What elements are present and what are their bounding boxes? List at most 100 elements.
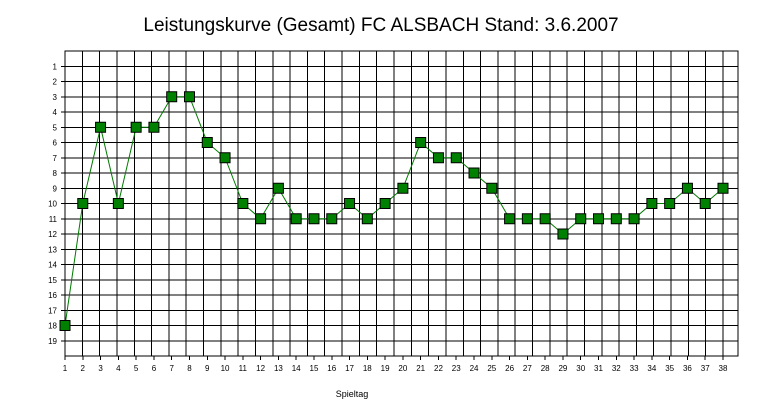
grid-layer	[64, 50, 739, 357]
x-tick-label: 30	[576, 364, 585, 373]
data-point-marker	[237, 198, 249, 209]
x-tick-label: 31	[594, 364, 603, 373]
x-tick-label: 18	[363, 364, 372, 373]
x-tick-label: 35	[665, 364, 674, 373]
y-tick-label: 8	[53, 169, 58, 178]
data-point-marker	[166, 91, 178, 103]
x-tick-label: 37	[701, 364, 710, 373]
data-point-marker	[450, 152, 462, 164]
x-tick-label: 1	[63, 364, 68, 373]
data-point-marker	[112, 198, 124, 209]
data-point-marker	[130, 121, 142, 133]
y-tick-label: 2	[53, 78, 58, 87]
x-tick-label: 28	[541, 364, 550, 373]
x-tick-label: 4	[116, 364, 121, 373]
data-point-marker	[593, 213, 605, 225]
data-point-marker	[219, 152, 231, 164]
x-tick-label: 32	[612, 364, 621, 373]
data-point-marker	[557, 228, 569, 240]
data-point-marker	[468, 167, 480, 179]
y-tick-label: 13	[48, 245, 57, 254]
data-point-marker	[183, 91, 195, 103]
x-tick-label: 11	[239, 364, 248, 373]
data-point-marker	[77, 198, 89, 209]
y-tick-label: 6	[53, 139, 58, 148]
y-tick-label: 17	[48, 306, 57, 315]
y-tick-label: 3	[53, 93, 58, 102]
data-point-marker	[628, 213, 640, 225]
x-tick-label: 2	[81, 364, 86, 373]
x-tick-label: 22	[434, 364, 443, 373]
data-point-marker	[610, 213, 622, 225]
y-tick-label: 12	[48, 230, 57, 239]
data-point-marker	[681, 182, 693, 194]
x-tick-label: 38	[719, 364, 728, 373]
y-tick-label: 9	[53, 184, 58, 193]
x-tick-label: 27	[523, 364, 532, 373]
chart-title: Leistungskurve (Gesamt) FC ALSBACH Stand…	[143, 15, 618, 36]
y-tick-label: 15	[48, 276, 57, 285]
y-tick-label: 11	[49, 215, 58, 224]
data-point-marker	[308, 213, 320, 225]
x-tick-label: 9	[205, 364, 210, 373]
data-point-marker	[290, 213, 302, 225]
y-tick-label: 14	[48, 261, 57, 270]
x-tick-label: 21	[416, 364, 425, 373]
y-tick-label: 10	[48, 200, 57, 209]
data-point-marker	[272, 182, 284, 194]
x-tick-label: 6	[152, 364, 157, 373]
x-tick-label: 7	[169, 364, 174, 373]
x-tick-label: 15	[310, 364, 319, 373]
y-tick-label: 16	[48, 291, 57, 300]
data-point-marker	[646, 198, 658, 209]
x-tick-label: 33	[630, 364, 639, 373]
y-tick-label: 4	[53, 108, 58, 117]
y-tick-label: 7	[53, 154, 58, 163]
x-tick-label: 16	[327, 364, 336, 373]
data-point-marker	[432, 152, 444, 164]
data-point-marker	[575, 213, 587, 225]
x-tick-label: 20	[398, 364, 407, 373]
data-point-marker	[699, 198, 711, 209]
data-point-marker	[664, 198, 676, 209]
series-layer	[59, 91, 729, 331]
data-point-marker	[486, 182, 498, 194]
data-point-marker	[717, 182, 729, 194]
data-point-marker	[59, 320, 71, 331]
data-point-marker	[415, 137, 427, 148]
x-axis-title: Spieltag	[336, 389, 369, 399]
x-tick-label: 3	[98, 364, 103, 373]
x-tick-label: 10	[221, 364, 230, 373]
y-tick-label: 19	[48, 337, 57, 346]
y-tick-label: 18	[48, 322, 57, 331]
x-axis-ticks: 1 2 3 4 5 6 7 8 9 10 11 12 13 14 15 16 17 18 19 20 21 22 23 24 2…	[63, 356, 728, 373]
data-point-marker	[326, 213, 338, 225]
x-tick-label: 34	[647, 364, 656, 373]
data-point-marker	[344, 198, 356, 209]
x-tick-label: 12	[256, 364, 265, 373]
data-point-marker	[148, 121, 160, 133]
data-point-marker	[255, 213, 267, 225]
data-point-marker	[521, 213, 533, 225]
data-point-marker	[504, 213, 516, 225]
x-tick-label: 8	[187, 364, 192, 373]
x-tick-label: 19	[381, 364, 390, 373]
y-tick-label: 1	[53, 62, 58, 71]
data-point-marker	[539, 213, 551, 225]
data-point-marker	[201, 137, 213, 148]
data-point-marker	[95, 121, 107, 133]
x-tick-label: 24	[470, 364, 479, 373]
x-tick-label: 17	[345, 364, 354, 373]
x-tick-label: 36	[683, 364, 692, 373]
x-tick-label: 13	[274, 364, 283, 373]
y-tick-label: 5	[53, 123, 58, 132]
x-tick-label: 26	[505, 364, 514, 373]
data-point-marker	[379, 198, 391, 209]
x-tick-label: 29	[558, 364, 567, 373]
data-point-marker	[361, 213, 373, 225]
x-tick-label: 25	[487, 364, 496, 373]
x-tick-label: 23	[452, 364, 461, 373]
x-tick-label: 14	[292, 364, 301, 373]
